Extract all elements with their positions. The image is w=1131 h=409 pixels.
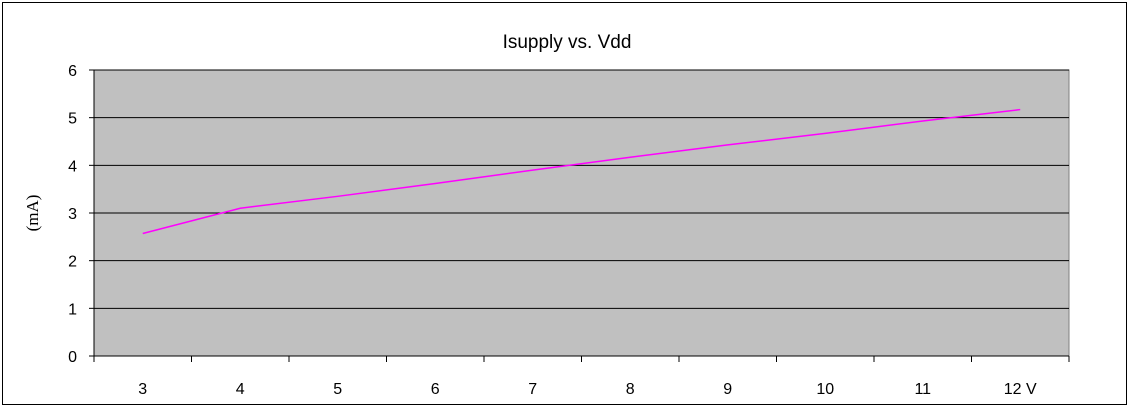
x-tick-label: 4 bbox=[236, 381, 245, 398]
series-lines bbox=[142, 108, 1021, 235]
x-tick-label: 3 bbox=[138, 381, 147, 398]
x-tick-label: 5 bbox=[333, 381, 342, 398]
x-tick-label: 7 bbox=[528, 381, 537, 398]
y-tick-label: 5 bbox=[68, 111, 77, 128]
y-tick-label: 6 bbox=[68, 63, 77, 80]
series-line bbox=[142, 108, 1021, 235]
y-tick-label: 0 bbox=[68, 349, 77, 366]
y-axis-label: (mA) bbox=[23, 195, 42, 232]
y-tick-label: 1 bbox=[68, 301, 77, 318]
x-tick-label: 9 bbox=[723, 381, 732, 398]
y-tick-label: 4 bbox=[68, 158, 77, 175]
x-tick-label: 8 bbox=[626, 381, 635, 398]
x-tick-label: 11 bbox=[914, 381, 931, 398]
x-tick-label: 10 bbox=[816, 381, 834, 398]
x-tick-labels: 3 4 5 6 7 8 9 10 11 12 V bbox=[138, 381, 1037, 398]
y-tick-labels: 0 1 2 3 4 5 6 bbox=[68, 63, 77, 366]
axes bbox=[93, 70, 1070, 362]
x-tick-label: 6 bbox=[431, 381, 440, 398]
chart-title: Isupply vs. Vdd bbox=[503, 32, 632, 53]
x-tick-label: 12 V bbox=[1004, 381, 1037, 398]
y-tick-label: 3 bbox=[68, 206, 77, 223]
y-tick-label: 2 bbox=[68, 254, 77, 271]
gridlines bbox=[89, 69, 1069, 357]
